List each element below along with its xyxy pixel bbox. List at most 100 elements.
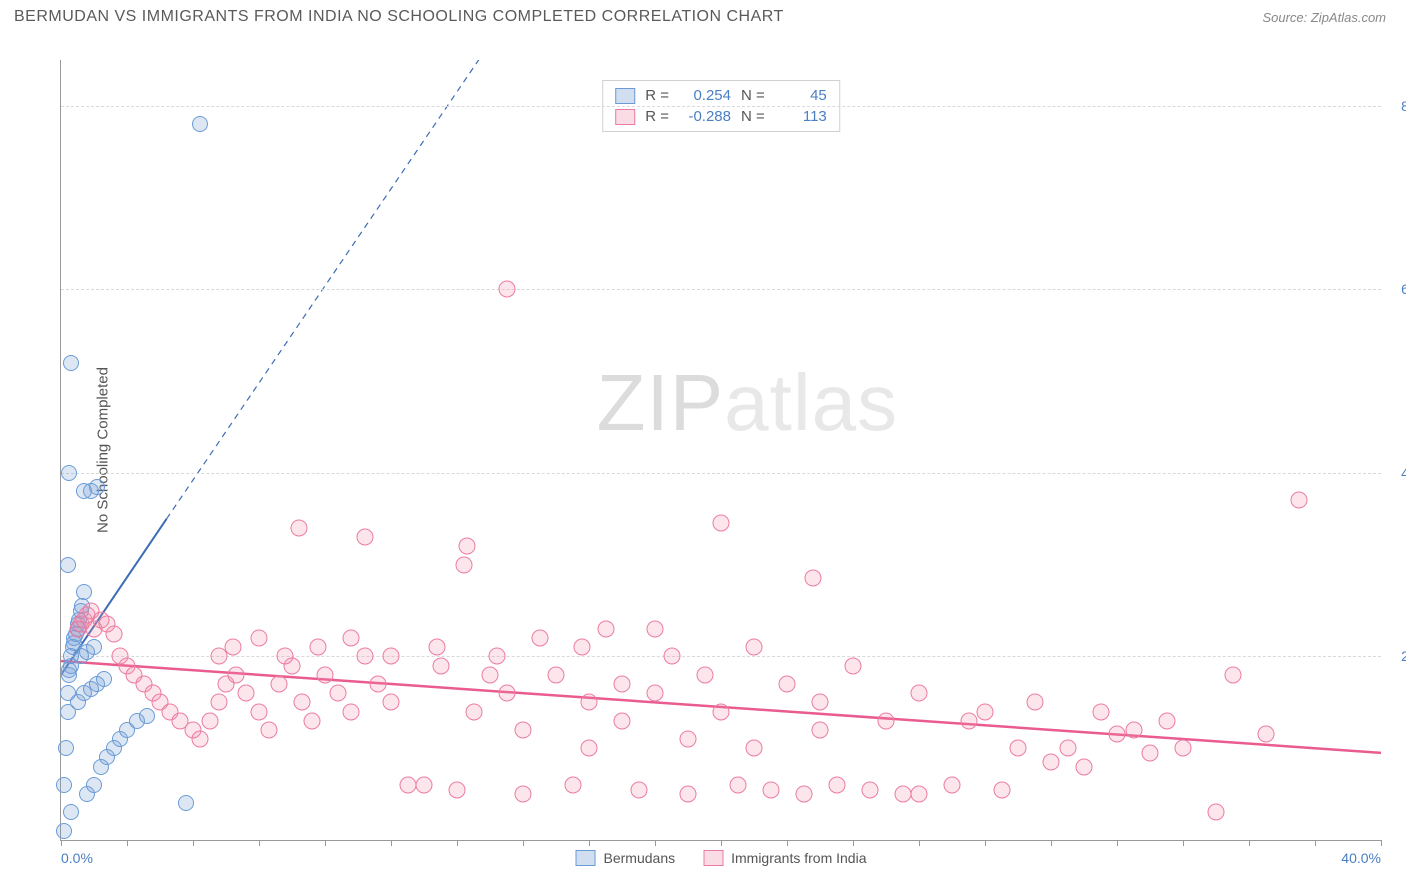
data-point-india — [845, 657, 862, 674]
n-label: N = — [741, 87, 765, 104]
data-point-india — [1026, 694, 1043, 711]
x-tick — [523, 840, 524, 846]
data-point-india — [1059, 740, 1076, 757]
stats-row-bermudans: R = 0.254 N = 45 — [615, 85, 827, 106]
x-tick — [1249, 840, 1250, 846]
x-tick — [127, 840, 128, 846]
watermark: ZIPatlas — [597, 357, 898, 449]
data-point-india — [828, 776, 845, 793]
data-point-india — [211, 694, 228, 711]
swatch-india-icon — [615, 109, 635, 125]
legend-item-india: Immigrants from India — [703, 850, 866, 866]
data-point-india — [729, 776, 746, 793]
data-point-india — [614, 712, 631, 729]
x-tick-label: 0.0% — [61, 850, 93, 866]
data-point-bermudans — [96, 671, 112, 687]
data-point-india — [779, 676, 796, 693]
data-point-india — [1224, 666, 1241, 683]
data-point-india — [383, 648, 400, 665]
data-point-india — [663, 648, 680, 665]
data-point-india — [1158, 712, 1175, 729]
data-point-india — [680, 786, 697, 803]
data-point-india — [1175, 740, 1192, 757]
data-point-india — [251, 630, 268, 647]
data-point-india — [713, 515, 730, 532]
data-point-india — [369, 676, 386, 693]
data-point-india — [277, 648, 294, 665]
data-point-india — [201, 712, 218, 729]
data-point-india — [812, 694, 829, 711]
data-point-india — [191, 731, 208, 748]
data-point-india — [680, 731, 697, 748]
r-label: R = — [645, 87, 669, 104]
swatch-india-icon — [703, 850, 723, 866]
trend-lines — [61, 60, 1381, 840]
data-point-bermudans — [60, 557, 76, 573]
data-point-india — [270, 676, 287, 693]
data-point-india — [416, 776, 433, 793]
data-point-india — [647, 685, 664, 702]
data-point-india — [960, 712, 977, 729]
data-point-india — [977, 703, 994, 720]
grid-line — [61, 106, 1381, 107]
data-point-india — [1043, 754, 1060, 771]
data-point-india — [1092, 703, 1109, 720]
data-point-india — [746, 740, 763, 757]
data-point-bermudans — [139, 708, 155, 724]
legend-label-bermudans: Bermudans — [604, 850, 676, 866]
data-point-india — [696, 666, 713, 683]
data-point-india — [581, 694, 598, 711]
data-point-india — [1257, 726, 1274, 743]
data-point-india — [795, 786, 812, 803]
data-point-india — [805, 570, 822, 587]
data-point-india — [399, 776, 416, 793]
data-point-bermudans — [56, 823, 72, 839]
data-point-india — [317, 666, 334, 683]
data-point-india — [356, 529, 373, 546]
data-point-bermudans — [76, 584, 92, 600]
data-point-india — [303, 712, 320, 729]
data-point-india — [1290, 492, 1307, 509]
data-point-india — [878, 712, 895, 729]
x-tick — [61, 840, 62, 846]
data-point-india — [515, 786, 532, 803]
r-label: R = — [645, 108, 669, 125]
data-point-india — [482, 666, 499, 683]
data-point-india — [993, 781, 1010, 798]
data-point-india — [310, 639, 327, 656]
data-point-india — [432, 657, 449, 674]
data-point-india — [597, 620, 614, 637]
y-tick-label: 6.0% — [1385, 281, 1406, 297]
data-point-india — [647, 620, 664, 637]
x-tick — [919, 840, 920, 846]
data-point-bermudans — [63, 355, 79, 371]
data-point-india — [227, 666, 244, 683]
x-tick — [259, 840, 260, 846]
x-tick — [1381, 840, 1382, 846]
swatch-bermudans-icon — [576, 850, 596, 866]
data-point-bermudans — [61, 465, 77, 481]
source-attribution: Source: ZipAtlas.com — [1262, 10, 1386, 25]
data-point-india — [1076, 758, 1093, 775]
n-value-bermudans: 45 — [775, 87, 827, 104]
plot-area: ZIPatlas R = 0.254 N = 45 R = -0.288 N =… — [60, 60, 1381, 841]
grid-line — [61, 656, 1381, 657]
data-point-india — [1010, 740, 1027, 757]
data-point-india — [455, 556, 472, 573]
data-point-india — [290, 520, 307, 537]
data-point-bermudans — [86, 777, 102, 793]
data-point-india — [1208, 804, 1225, 821]
x-tick — [787, 840, 788, 846]
r-value-bermudans: 0.254 — [679, 87, 731, 104]
x-tick — [655, 840, 656, 846]
data-point-india — [564, 776, 581, 793]
x-tick — [1051, 840, 1052, 846]
x-tick — [589, 840, 590, 846]
data-point-india — [237, 685, 254, 702]
data-point-bermudans — [58, 740, 74, 756]
y-tick-label: 2.0% — [1385, 648, 1406, 664]
data-point-india — [488, 648, 505, 665]
data-point-india — [1142, 744, 1159, 761]
n-value-india: 113 — [775, 108, 827, 125]
stats-row-india: R = -0.288 N = 113 — [615, 106, 827, 127]
